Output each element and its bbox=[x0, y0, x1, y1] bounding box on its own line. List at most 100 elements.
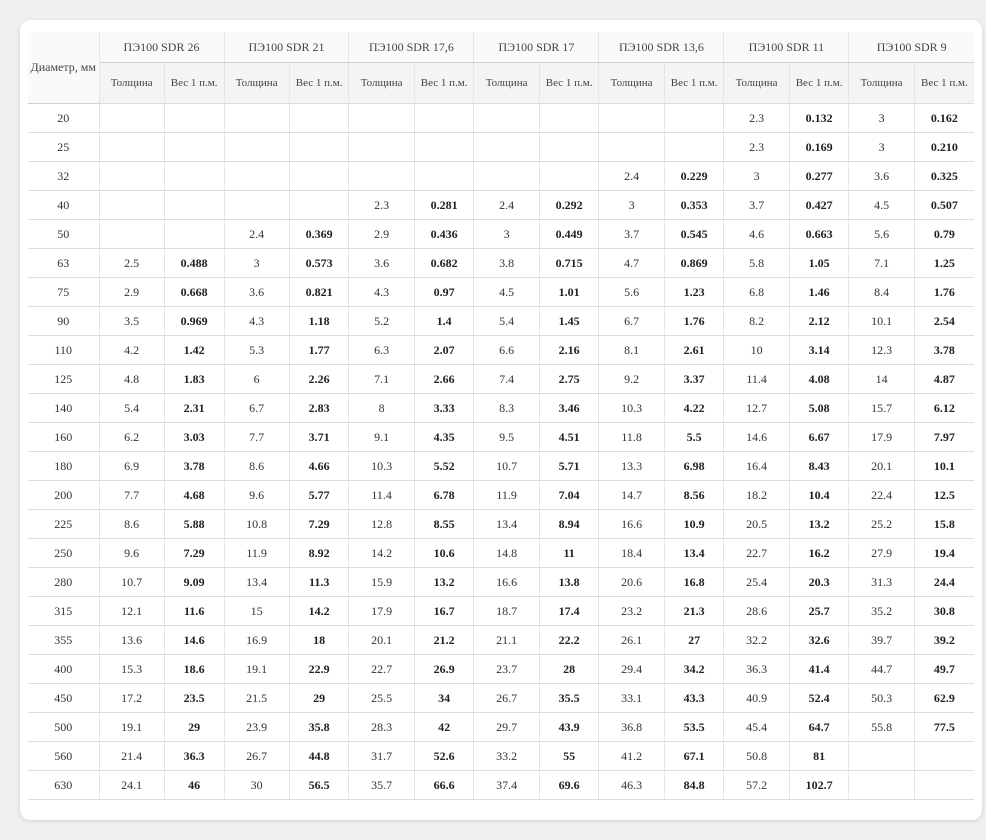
cell-thickness: 27.9 bbox=[849, 539, 914, 568]
cell-weight: 0.79 bbox=[914, 220, 974, 249]
cell-weight: 0.668 bbox=[164, 278, 224, 307]
cell-weight: 0.369 bbox=[289, 220, 349, 249]
cell-thickness: 11.9 bbox=[224, 539, 289, 568]
cell-thickness bbox=[849, 771, 914, 800]
cell-thickness: 2.3 bbox=[724, 133, 789, 162]
cell-thickness: 8.6 bbox=[224, 452, 289, 481]
cell-thickness: 31.3 bbox=[849, 568, 914, 597]
table-row: 40015.318.619.122.922.726.923.72829.434.… bbox=[28, 655, 974, 684]
cell-thickness: 22.7 bbox=[724, 539, 789, 568]
cell-thickness: 28.3 bbox=[349, 713, 414, 742]
cell-diameter: 630 bbox=[28, 771, 99, 800]
cell-weight: 24.4 bbox=[914, 568, 974, 597]
cell-thickness: 33.2 bbox=[474, 742, 539, 771]
cell-thickness: 6 bbox=[224, 365, 289, 394]
table-row: 35513.614.616.91820.121.221.122.226.1273… bbox=[28, 626, 974, 655]
cell-weight: 4.68 bbox=[164, 481, 224, 510]
cell-weight: 0.325 bbox=[914, 162, 974, 191]
col-group-5: ПЭ100 SDR 11 bbox=[724, 32, 849, 63]
cell-thickness: 10.1 bbox=[849, 307, 914, 336]
cell-weight: 3.46 bbox=[539, 394, 599, 423]
cell-weight bbox=[289, 104, 349, 133]
table-row: 202.30.13230.162 bbox=[28, 104, 974, 133]
cell-weight: 0.97 bbox=[414, 278, 474, 307]
cell-weight: 0.449 bbox=[539, 220, 599, 249]
cell-thickness: 6.7 bbox=[599, 307, 664, 336]
cell-weight: 34 bbox=[414, 684, 474, 713]
table-row: 322.40.22930.2773.60.325 bbox=[28, 162, 974, 191]
cell-thickness: 18.4 bbox=[599, 539, 664, 568]
cell-weight: 1.77 bbox=[289, 336, 349, 365]
cell-thickness: 23.9 bbox=[224, 713, 289, 742]
col-weight: Вес 1 п.м. bbox=[289, 63, 349, 104]
cell-thickness: 14.7 bbox=[599, 481, 664, 510]
cell-diameter: 225 bbox=[28, 510, 99, 539]
cell-weight: 1.76 bbox=[664, 307, 724, 336]
cell-diameter: 75 bbox=[28, 278, 99, 307]
cell-thickness: 4.3 bbox=[349, 278, 414, 307]
table-row: 1254.81.8362.267.12.667.42.759.23.3711.4… bbox=[28, 365, 974, 394]
cell-weight: 53.5 bbox=[664, 713, 724, 742]
table-row: 1104.21.425.31.776.32.076.62.168.12.6110… bbox=[28, 336, 974, 365]
cell-weight: 49.7 bbox=[914, 655, 974, 684]
cell-weight: 6.67 bbox=[789, 423, 849, 452]
table-row: 752.90.6683.60.8214.30.974.51.015.61.236… bbox=[28, 278, 974, 307]
cell-weight: 0.969 bbox=[164, 307, 224, 336]
cell-thickness: 13.4 bbox=[224, 568, 289, 597]
cell-weight: 19.4 bbox=[914, 539, 974, 568]
col-thickness: Толщина bbox=[224, 63, 289, 104]
cell-weight: 2.12 bbox=[789, 307, 849, 336]
cell-weight: 11 bbox=[539, 539, 599, 568]
cell-weight: 3.33 bbox=[414, 394, 474, 423]
cell-diameter: 125 bbox=[28, 365, 99, 394]
cell-weight: 8.56 bbox=[664, 481, 724, 510]
col-group-4: ПЭ100 SDR 13,6 bbox=[599, 32, 724, 63]
cell-weight: 0.663 bbox=[789, 220, 849, 249]
cell-thickness: 16.6 bbox=[474, 568, 539, 597]
cell-thickness: 31.7 bbox=[349, 742, 414, 771]
cell-weight: 1.4 bbox=[414, 307, 474, 336]
table-row: 56021.436.326.744.831.752.633.25541.267.… bbox=[28, 742, 974, 771]
cell-thickness: 13.6 bbox=[99, 626, 164, 655]
cell-weight bbox=[164, 162, 224, 191]
cell-weight: 6.78 bbox=[414, 481, 474, 510]
cell-weight: 10.6 bbox=[414, 539, 474, 568]
cell-weight: 0.353 bbox=[664, 191, 724, 220]
cell-thickness bbox=[224, 104, 289, 133]
cell-diameter: 355 bbox=[28, 626, 99, 655]
cell-weight: 0.869 bbox=[664, 249, 724, 278]
cell-weight: 66.6 bbox=[414, 771, 474, 800]
cell-weight: 0.132 bbox=[789, 104, 849, 133]
cell-thickness: 10.7 bbox=[474, 452, 539, 481]
cell-weight: 18.6 bbox=[164, 655, 224, 684]
cell-weight: 102.7 bbox=[789, 771, 849, 800]
col-thickness: Толщина bbox=[724, 63, 789, 104]
cell-weight: 21.3 bbox=[664, 597, 724, 626]
cell-weight: 14.6 bbox=[164, 626, 224, 655]
cell-weight bbox=[539, 104, 599, 133]
cell-weight: 0.821 bbox=[289, 278, 349, 307]
cell-thickness: 15.3 bbox=[99, 655, 164, 684]
cell-weight: 7.97 bbox=[914, 423, 974, 452]
table-row: 2007.74.689.65.7711.46.7811.97.0414.78.5… bbox=[28, 481, 974, 510]
cell-thickness: 9.1 bbox=[349, 423, 414, 452]
cell-weight: 2.16 bbox=[539, 336, 599, 365]
cell-thickness: 46.3 bbox=[599, 771, 664, 800]
cell-weight: 10.9 bbox=[664, 510, 724, 539]
cell-thickness: 35.2 bbox=[849, 597, 914, 626]
cell-weight: 32.6 bbox=[789, 626, 849, 655]
cell-thickness: 2.3 bbox=[724, 104, 789, 133]
pipe-spec-table: Диаметр, мм ПЭ100 SDR 26 ПЭ100 SDR 21 ПЭ… bbox=[28, 32, 974, 800]
cell-weight: 0.292 bbox=[539, 191, 599, 220]
table-row: 402.30.2812.40.29230.3533.70.4274.50.507 bbox=[28, 191, 974, 220]
cell-weight: 43.3 bbox=[664, 684, 724, 713]
cell-thickness: 30 bbox=[224, 771, 289, 800]
cell-weight bbox=[164, 104, 224, 133]
cell-diameter: 50 bbox=[28, 220, 99, 249]
cell-thickness: 15.9 bbox=[349, 568, 414, 597]
cell-thickness: 22.4 bbox=[849, 481, 914, 510]
cell-weight: 8.43 bbox=[789, 452, 849, 481]
col-group-6: ПЭ100 SDR 9 bbox=[849, 32, 974, 63]
cell-weight: 2.75 bbox=[539, 365, 599, 394]
cell-diameter: 90 bbox=[28, 307, 99, 336]
